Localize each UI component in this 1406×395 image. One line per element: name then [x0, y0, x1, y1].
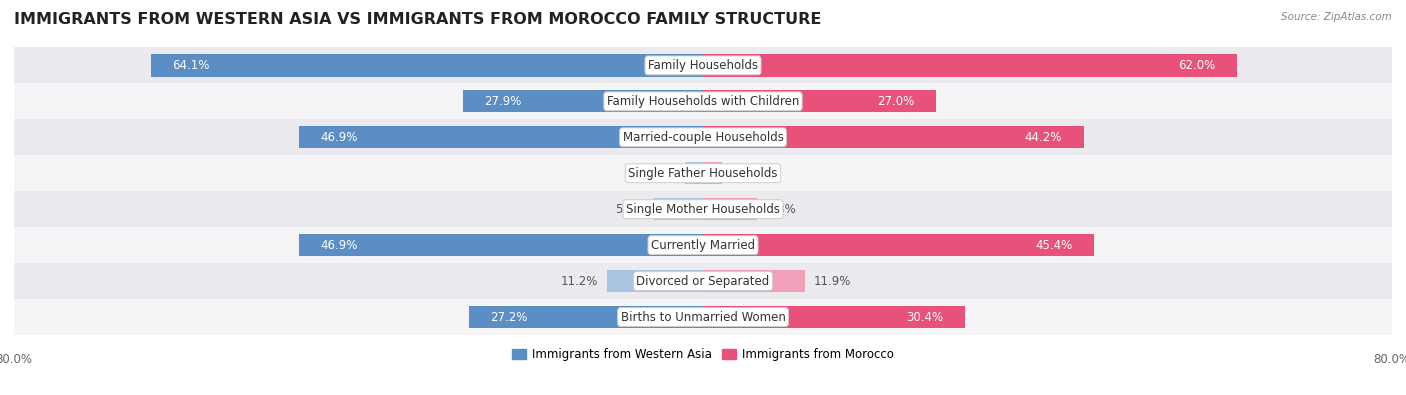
Bar — [14, 119, 1392, 155]
Bar — [299, 234, 703, 256]
Text: Currently Married: Currently Married — [651, 239, 755, 252]
Text: 27.2%: 27.2% — [491, 310, 527, 324]
Text: 27.9%: 27.9% — [484, 95, 522, 108]
Text: 46.9%: 46.9% — [321, 131, 359, 144]
Text: 2.2%: 2.2% — [731, 167, 761, 180]
Bar — [703, 90, 935, 113]
Bar — [14, 299, 1392, 335]
Bar — [150, 54, 703, 77]
Bar — [703, 234, 1094, 256]
Text: 11.9%: 11.9% — [814, 275, 852, 288]
Bar — [703, 306, 965, 328]
Bar — [685, 162, 703, 184]
Text: 62.0%: 62.0% — [1178, 59, 1215, 72]
Bar — [14, 227, 1392, 263]
Text: 5.7%: 5.7% — [616, 203, 645, 216]
Bar — [654, 198, 703, 220]
Bar — [299, 126, 703, 149]
Text: 27.0%: 27.0% — [877, 95, 914, 108]
Bar — [14, 263, 1392, 299]
Bar — [703, 126, 1084, 149]
Text: Divorced or Separated: Divorced or Separated — [637, 275, 769, 288]
Text: Births to Unmarried Women: Births to Unmarried Women — [620, 310, 786, 324]
Text: 64.1%: 64.1% — [173, 59, 209, 72]
Bar — [14, 191, 1392, 227]
Text: 46.9%: 46.9% — [321, 239, 359, 252]
Bar — [14, 83, 1392, 119]
Text: 2.1%: 2.1% — [647, 167, 676, 180]
Text: 30.4%: 30.4% — [905, 310, 943, 324]
Bar — [703, 270, 806, 292]
Text: IMMIGRANTS FROM WESTERN ASIA VS IMMIGRANTS FROM MOROCCO FAMILY STRUCTURE: IMMIGRANTS FROM WESTERN ASIA VS IMMIGRAN… — [14, 12, 821, 27]
Text: Family Households with Children: Family Households with Children — [607, 95, 799, 108]
Bar — [14, 155, 1392, 191]
Text: 6.3%: 6.3% — [766, 203, 796, 216]
Bar — [468, 306, 703, 328]
Text: 44.2%: 44.2% — [1025, 131, 1062, 144]
Bar — [703, 162, 721, 184]
Text: 45.4%: 45.4% — [1035, 239, 1073, 252]
Text: Married-couple Households: Married-couple Households — [623, 131, 783, 144]
Text: Single Father Households: Single Father Households — [628, 167, 778, 180]
Bar — [463, 90, 703, 113]
Bar — [703, 54, 1237, 77]
Text: Source: ZipAtlas.com: Source: ZipAtlas.com — [1281, 12, 1392, 22]
Bar — [606, 270, 703, 292]
Text: Family Households: Family Households — [648, 59, 758, 72]
Bar — [703, 198, 758, 220]
Legend: Immigrants from Western Asia, Immigrants from Morocco: Immigrants from Western Asia, Immigrants… — [508, 343, 898, 366]
Text: 11.2%: 11.2% — [561, 275, 598, 288]
Text: Single Mother Households: Single Mother Households — [626, 203, 780, 216]
Bar — [14, 47, 1392, 83]
